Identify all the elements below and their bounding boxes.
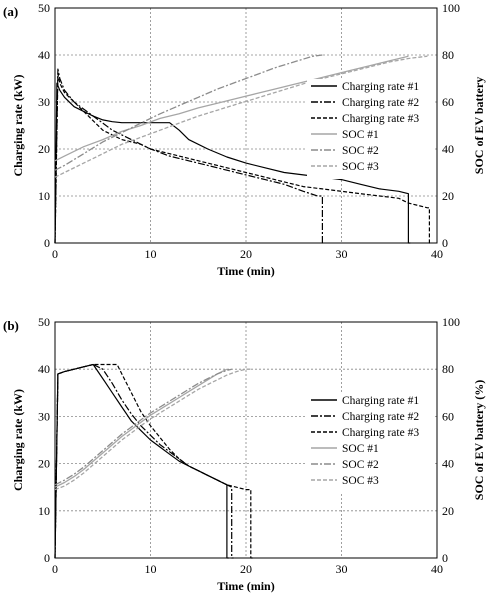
legend-entry: Charging rate #3 xyxy=(342,427,419,439)
legend-entry: SOC #3 xyxy=(342,161,379,173)
series-line-soc-3 xyxy=(54,368,251,491)
series-line-soc-2 xyxy=(54,54,323,171)
legend-entry: Charging rate #2 xyxy=(342,97,419,109)
y2-tick-label: 80 xyxy=(442,362,454,376)
y-axis-label: Charging rate (kW) xyxy=(11,389,25,491)
y-tick-label: 20 xyxy=(38,142,50,156)
x-tick-label: 0 xyxy=(52,562,58,576)
x-axis-label: Time (min) xyxy=(217,264,274,278)
legend-entry: Charging rate #1 xyxy=(342,81,419,93)
y-tick-label: 0 xyxy=(44,236,50,250)
y2-tick-label: 0 xyxy=(442,236,448,250)
y2-axis-label: SOC of EV battery (%) xyxy=(472,380,486,500)
series-line-soc-1 xyxy=(54,55,409,162)
x-tick-label: 10 xyxy=(145,562,157,576)
y2-tick-label: 60 xyxy=(442,95,454,109)
x-tick-label: 40 xyxy=(431,247,443,261)
y-tick-label: 10 xyxy=(38,189,50,203)
plot-area-frame xyxy=(54,7,438,244)
x-tick-label: 20 xyxy=(240,247,252,261)
x-axis-label: Time (min) xyxy=(217,579,274,593)
series-line-soc-3 xyxy=(54,55,428,178)
series-line-charging-rate-3 xyxy=(54,363,253,559)
y2-tick-label: 60 xyxy=(442,409,454,423)
y-tick-label: 50 xyxy=(38,1,50,15)
x-tick-label: 30 xyxy=(336,247,348,261)
legend-entry: Charging rate #1 xyxy=(342,395,419,407)
legend-box xyxy=(307,79,433,179)
x-tick-label: 0 xyxy=(52,247,58,261)
y-tick-label: 30 xyxy=(38,95,50,109)
y-tick-label: 20 xyxy=(38,457,50,471)
y2-tick-label: 20 xyxy=(442,504,454,518)
y-tick-label: 30 xyxy=(38,409,50,423)
y-tick-label: 0 xyxy=(44,551,50,565)
legend-entry: SOC #2 xyxy=(342,459,379,471)
legend-entry: Charging rate #3 xyxy=(342,113,419,125)
series-line-charging-rate-2 xyxy=(54,363,234,559)
series-line-charging-rate-2 xyxy=(54,68,325,244)
legend-entry: SOC #1 xyxy=(342,443,379,455)
legend-entry: SOC #2 xyxy=(342,145,379,157)
y-tick-label: 50 xyxy=(38,315,50,329)
legend-entry: Charging rate #2 xyxy=(342,411,419,423)
y2-tick-label: 80 xyxy=(442,48,454,62)
y-axis-label: Charging rate (kW) xyxy=(11,75,25,177)
x-tick-label: 30 xyxy=(336,562,348,576)
y2-tick-label: 20 xyxy=(442,189,454,203)
panel-label: (b) xyxy=(3,318,19,333)
series-line-charging-rate-1 xyxy=(54,363,229,559)
series-line-soc-2 xyxy=(54,368,232,486)
y-tick-label: 40 xyxy=(38,362,50,376)
x-tick-label: 20 xyxy=(240,562,252,576)
panel-label: (a) xyxy=(3,4,18,19)
plot-area-frame xyxy=(54,321,438,559)
legend-entry: SOC #1 xyxy=(342,129,379,141)
y2-tick-label: 100 xyxy=(442,1,460,15)
x-tick-label: 10 xyxy=(145,247,157,261)
legend-entry: SOC #3 xyxy=(342,475,379,487)
series-line-charging-rate-3 xyxy=(54,73,432,244)
legend-box xyxy=(307,393,433,493)
y2-axis-label: SOC of EV battery xyxy=(472,77,486,174)
y2-tick-label: 40 xyxy=(442,457,454,471)
y-tick-label: 40 xyxy=(38,48,50,62)
series-line-soc-1 xyxy=(54,368,228,488)
x-tick-label: 40 xyxy=(431,562,443,576)
y2-tick-label: 100 xyxy=(442,315,460,329)
y-tick-label: 10 xyxy=(38,504,50,518)
y2-tick-label: 0 xyxy=(442,551,448,565)
y2-tick-label: 40 xyxy=(442,142,454,156)
